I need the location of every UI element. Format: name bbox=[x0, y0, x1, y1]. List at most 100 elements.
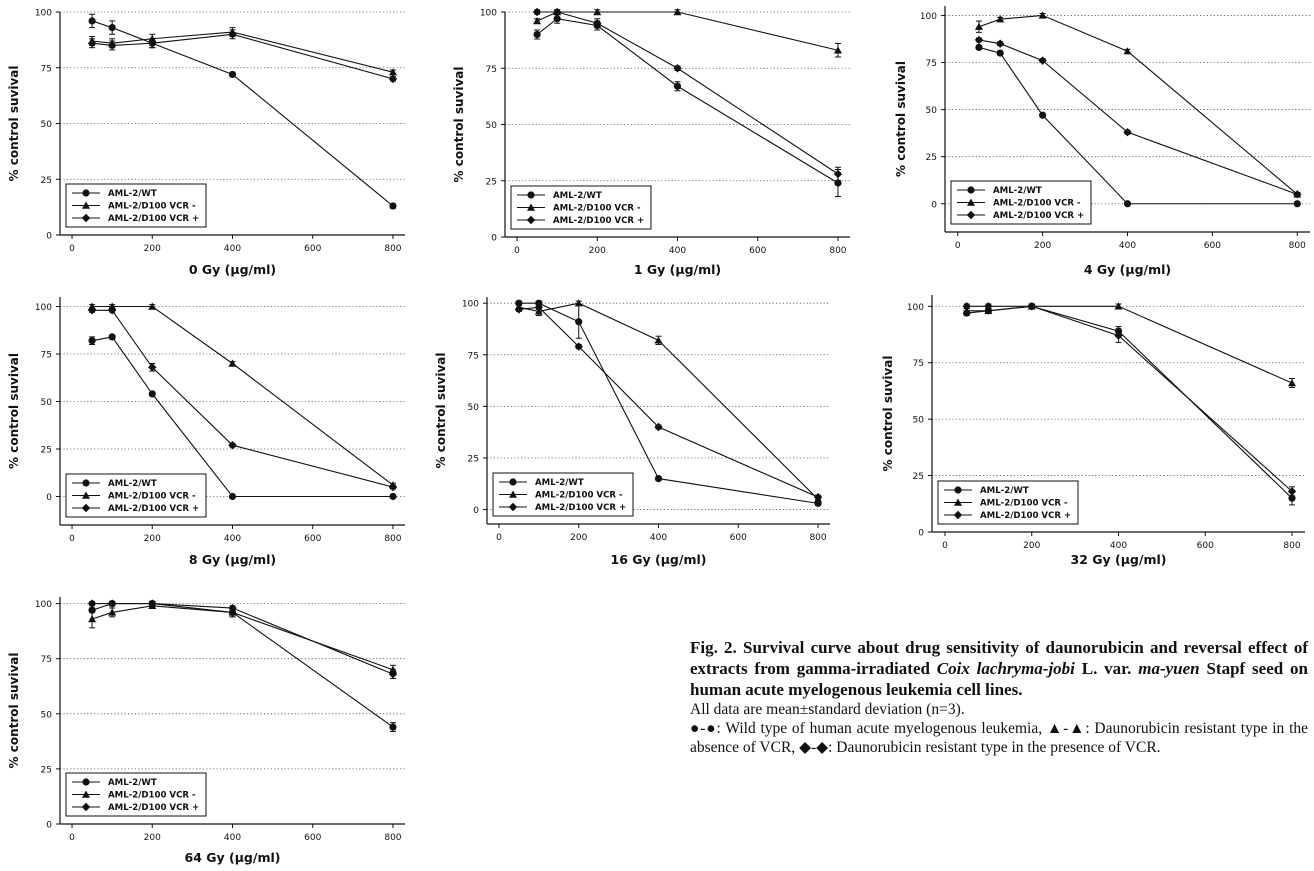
data-point-circle bbox=[1293, 200, 1301, 208]
legend-marker-diamond bbox=[81, 503, 91, 513]
legend-marker-triangle bbox=[967, 198, 975, 206]
y-tick-label: 50 bbox=[468, 403, 480, 413]
y-tick-label: 50 bbox=[41, 120, 53, 130]
data-point-diamond bbox=[1114, 331, 1123, 340]
legend-marker-triangle bbox=[954, 498, 962, 506]
x-tick-label: 200 bbox=[570, 533, 587, 543]
legend: AML-2/WT AML-2/D100 VCR - AML-2/D100 VCR + bbox=[950, 180, 1092, 225]
legend: AML-2/WT AML-2/D100 VCR - AML-2/D100 VCR + bbox=[65, 473, 207, 518]
data-point-triangle bbox=[148, 302, 157, 310]
y-tick-label: 75 bbox=[926, 59, 937, 69]
data-point-diamond bbox=[388, 669, 398, 679]
x-tick-label: 600 bbox=[304, 244, 321, 254]
data-point-diamond bbox=[984, 302, 993, 311]
legend-label: AML-2/D100 VCR - bbox=[993, 199, 1081, 209]
y-tick-label: 0 bbox=[491, 234, 497, 244]
data-point-triangle bbox=[996, 15, 1005, 23]
series-diamond bbox=[514, 303, 823, 502]
legend-label: AML-2/D100 VCR + bbox=[108, 803, 199, 813]
data-point-diamond bbox=[654, 422, 663, 432]
y-tick-label: 0 bbox=[46, 821, 52, 831]
x-tick-label: 800 bbox=[829, 246, 846, 256]
legend: AML-2/WT AML-2/D100 VCR - AML-2/D100 VCR + bbox=[937, 480, 1079, 525]
legend-label: AML-2/D100 VCR - bbox=[980, 499, 1068, 509]
y-tick-label: 25 bbox=[486, 177, 497, 187]
x-tick-label: 800 bbox=[384, 244, 401, 254]
x-tick-label: 800 bbox=[384, 833, 401, 843]
x-tick-label: 0 bbox=[514, 246, 520, 256]
x-tick-label: 400 bbox=[650, 533, 667, 543]
series-line bbox=[91, 603, 394, 728]
legend-label: AML-2/WT bbox=[993, 186, 1042, 196]
x-tick-label: 600 bbox=[1204, 241, 1221, 251]
data-point-diamond bbox=[107, 41, 117, 50]
x-tick-label: 200 bbox=[144, 833, 161, 843]
legend-label: AML-2/D100 VCR + bbox=[535, 503, 626, 513]
legend-label: AML-2/D100 VCR - bbox=[108, 791, 196, 801]
legend-label: AML-2/WT bbox=[535, 478, 584, 488]
x-tick-label: 600 bbox=[749, 246, 766, 256]
data-point-circle bbox=[1123, 200, 1132, 208]
x-tick-label: 0 bbox=[955, 241, 961, 251]
legend-marker-triangle bbox=[82, 491, 90, 499]
legend-label: AML-2/D100 VCR - bbox=[108, 492, 196, 502]
y-tick-label: 100 bbox=[35, 303, 52, 313]
x-tick-label: 0 bbox=[496, 533, 502, 543]
y-tick-label: 50 bbox=[41, 710, 53, 720]
data-point-circle bbox=[673, 82, 682, 90]
legend-marker-triangle bbox=[82, 201, 90, 209]
legend-label: AML-2/D100 VCR + bbox=[980, 511, 1071, 521]
series-diamond bbox=[962, 302, 1297, 497]
legend: AML-2/WT AML-2/D100 VCR - AML-2/D100 VCR + bbox=[492, 472, 634, 517]
data-point-triangle bbox=[88, 615, 97, 623]
data-point-diamond bbox=[534, 303, 544, 312]
data-point-diamond bbox=[388, 482, 398, 492]
legend: AML-2/WT AML-2/D100 VCR - AML-2/D100 VCR + bbox=[510, 185, 652, 230]
series-diamond bbox=[87, 29, 398, 84]
y-tick-label: 25 bbox=[913, 472, 924, 482]
series-diamond bbox=[532, 7, 843, 182]
legend-marker-circle bbox=[82, 189, 90, 197]
data-point-triangle bbox=[1114, 302, 1123, 310]
y-tick-label: 0 bbox=[46, 493, 52, 503]
data-point-circle bbox=[108, 333, 116, 341]
data-point-diamond bbox=[228, 603, 237, 613]
data-point-circle bbox=[148, 390, 156, 398]
legend-marker-diamond bbox=[966, 210, 976, 220]
data-point-triangle bbox=[833, 46, 842, 54]
y-tick-label: 100 bbox=[907, 303, 924, 313]
x-tick-label: 0 bbox=[69, 833, 75, 843]
y-tick-label: 75 bbox=[41, 351, 52, 361]
legend-label: AML-2/D100 VCR + bbox=[108, 504, 199, 514]
legend-marker-circle bbox=[954, 486, 962, 494]
data-point-diamond bbox=[87, 306, 97, 315]
legend-label: AML-2/D100 VCR + bbox=[553, 216, 644, 226]
legend: AML-2/WT AML-2/D100 VCR - AML-2/D100 VCR + bbox=[65, 183, 207, 228]
legend-label: AML-2/WT bbox=[108, 479, 157, 489]
series-circle bbox=[975, 43, 1301, 208]
data-point-diamond bbox=[1287, 487, 1297, 496]
y-tick-label: 75 bbox=[41, 64, 52, 74]
legend-label: AML-2/WT bbox=[553, 191, 602, 201]
y-axis-title: % control suvival bbox=[7, 353, 21, 469]
legend-marker-circle bbox=[82, 778, 90, 786]
y-tick-label: 75 bbox=[468, 351, 479, 361]
legend-label: AML-2/D100 VCR + bbox=[108, 214, 199, 224]
data-point-circle bbox=[996, 49, 1004, 57]
data-point-triangle bbox=[228, 359, 237, 367]
data-point-circle bbox=[88, 337, 96, 345]
y-tick-label: 25 bbox=[468, 454, 479, 464]
series-line bbox=[92, 603, 394, 675]
legend-marker-triangle bbox=[527, 203, 535, 211]
legend-label: AML-2/WT bbox=[980, 486, 1029, 496]
x-axis-title: 4 Gy (μg/ml) bbox=[1083, 262, 1172, 277]
legend-label: AML-2/D100 VCR - bbox=[108, 202, 196, 212]
figure-caption: Fig. 2. Survival curve about drug sensit… bbox=[690, 637, 1308, 757]
y-tick-label: 75 bbox=[486, 65, 497, 75]
data-point-triangle bbox=[533, 17, 542, 25]
legend-marker-diamond bbox=[81, 213, 91, 223]
y-tick-label: 0 bbox=[931, 200, 937, 210]
